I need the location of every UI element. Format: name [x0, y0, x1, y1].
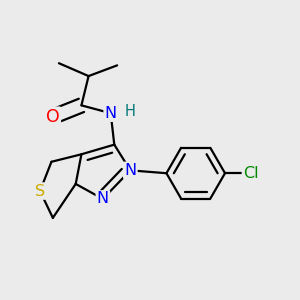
Text: N: N [124, 163, 136, 178]
Text: N: N [105, 106, 117, 121]
Text: S: S [35, 184, 45, 199]
Text: Cl: Cl [243, 166, 259, 181]
Text: O: O [46, 108, 60, 126]
Text: N: N [97, 191, 109, 206]
Text: H: H [124, 104, 135, 119]
